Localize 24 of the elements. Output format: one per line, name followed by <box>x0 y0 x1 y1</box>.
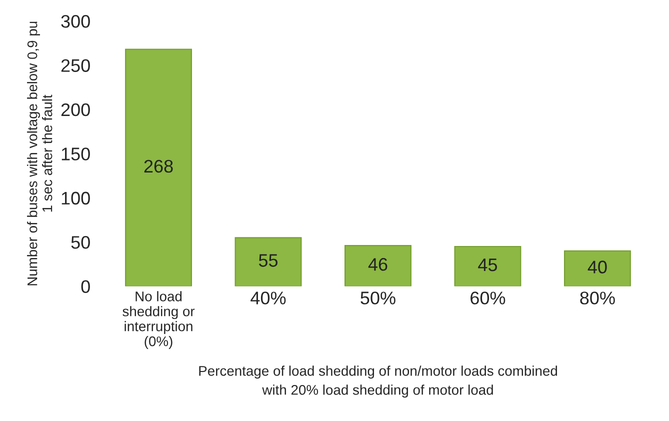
y-tick-label: 50 <box>71 236 90 249</box>
x-tick-label: 50% <box>360 292 396 304</box>
y-tick-label: 200 <box>61 103 90 116</box>
y-tick-label: 0 <box>81 280 90 293</box>
x-tick-label: 80% <box>580 292 615 304</box>
x-axis-title: Percentage of load shedding of non/motor loads combined with 20% load shedding of motor load <box>199 366 558 398</box>
data-label: 268 <box>144 160 173 173</box>
bar <box>344 245 412 286</box>
y-tick-label: 100 <box>62 192 90 205</box>
bar <box>454 246 522 286</box>
y-tick-label: 300 <box>61 14 90 28</box>
data-label: 40 <box>588 260 607 274</box>
x-tick-label: No load shedding or interruption (0%) <box>122 291 195 349</box>
x-tick-label: 40% <box>250 292 286 304</box>
data-label: 45 <box>478 258 498 272</box>
x-tick-label: 60% <box>470 292 506 304</box>
bar <box>234 237 302 286</box>
y-tick-label: 250 <box>61 59 90 72</box>
data-label: 55 <box>258 254 278 267</box>
data-label: 46 <box>368 258 388 271</box>
bar <box>564 250 631 286</box>
y-tick-label: 150 <box>62 148 90 160</box>
y-axis-title: Number of buses with voltage below 0,9 pu 1 sec after the fault <box>27 22 52 286</box>
bar <box>125 48 192 286</box>
